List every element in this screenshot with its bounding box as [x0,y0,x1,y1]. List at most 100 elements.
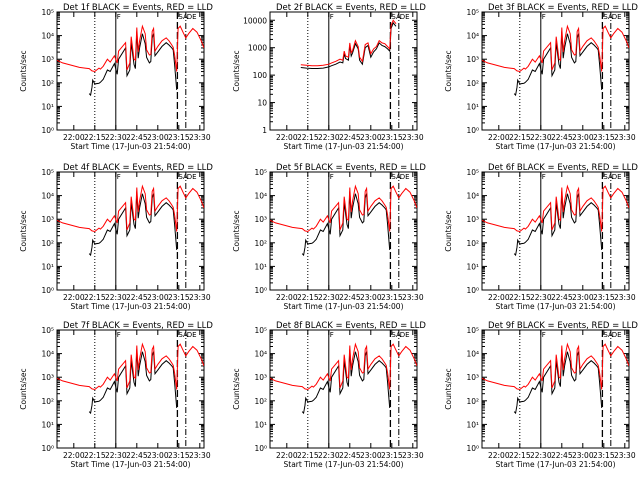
x-tick-label: 23:30 [189,451,211,460]
x-tick-label: 22:15 [297,293,319,302]
marker-label: F [542,331,546,339]
x-tick-label: 22:30 [530,133,552,142]
marker-label: F [330,331,334,339]
y-tick-label: 10⁴ [41,350,54,359]
marker-label: SA [603,13,613,21]
x-tick-label: 23:00 [360,133,382,142]
series-lld-line [57,342,204,391]
plot-frame [56,11,205,131]
y-axis-label: Counts/sec [232,368,241,409]
x-tick-label: 22:45 [126,451,148,460]
marker-label: SA [178,13,188,21]
detector-panel-2: 1 10 100 1000 10000 22:00 22:15 22:30 22:45 23:00… [232,3,426,151]
series-events-line [88,31,178,97]
panel-title: Det 7f BLACK = Events, RED = LLD [63,321,213,331]
plot-frame [269,11,418,131]
x-tick-label: 22:30 [105,293,127,302]
x-tick-label: 22:45 [551,451,573,460]
y-tick-label: 10⁴ [254,350,267,359]
plot-frame [56,171,205,291]
y-tick-label: 10² [41,79,54,88]
y-tick-label: 10⁵ [41,8,54,17]
y-tick-label: 10² [466,397,479,406]
y-tick-label: 10² [41,239,54,248]
marker-label: SA [391,13,401,21]
marker-label: SA [391,173,401,181]
y-tick-label: 10⁰ [466,444,479,453]
x-tick-label: 23:15 [593,133,615,142]
x-tick-label: 22:00 [488,133,510,142]
x-tick-label: 23:15 [168,451,190,460]
marker-label: DE [612,13,622,21]
y-axis-label: Counts/sec [444,50,453,91]
x-tick-label: 23:15 [381,293,403,302]
y-axis-label: Counts/sec [19,368,28,409]
y-tick-label: 10⁴ [466,32,479,41]
x-tick-label: 22:00 [63,133,85,142]
y-tick-label: 10⁰ [254,444,267,453]
x-axis-label: Start Time (17-Jun-03 21:54:00) [496,460,616,469]
x-tick-label: 23:15 [168,133,190,142]
y-axis-label: Counts/sec [232,210,241,251]
x-tick-label: 23:00 [147,293,169,302]
y-tick-label: 10⁴ [41,32,54,41]
x-tick-label: 22:00 [276,133,298,142]
marker-label: DE [187,13,197,21]
marker-label: DE [187,331,197,339]
y-axis-label: Counts/sec [444,210,453,251]
x-tick-label: 22:00 [488,293,510,302]
y-tick-label: 10⁴ [466,192,479,201]
x-tick-label: 22:45 [551,293,573,302]
x-tick-label: 22:30 [530,293,552,302]
y-tick-label: 10² [41,397,54,406]
x-tick-label: 23:00 [360,451,382,460]
series-lld-line [300,19,397,67]
y-axis-label: Counts/sec [444,368,453,409]
x-axis-label: Start Time (17-Jun-03 21:54:00) [284,142,404,151]
x-tick-label: 22:45 [339,451,361,460]
x-tick-label: 23:00 [572,451,594,460]
x-tick-label: 22:15 [84,451,106,460]
series-events-line [513,349,603,415]
x-tick-label: 23:00 [147,451,169,460]
y-tick-label: 10¹ [466,420,479,429]
y-tick-label: 10¹ [41,102,54,111]
marker-label: SA [603,331,613,339]
x-tick-label: 22:15 [509,133,531,142]
y-tick-label: 10¹ [41,262,54,271]
series-lld-line [482,24,629,73]
series-events-line [300,21,397,69]
panel-title: Det 1f BLACK = Events, RED = LLD [63,3,213,13]
y-tick-label: 1000 [248,44,267,53]
marker-label: F [117,173,121,181]
x-tick-label: 22:30 [105,451,127,460]
y-tick-label: 10³ [466,55,479,64]
x-axis-label: Start Time (17-Jun-03 21:54:00) [496,142,616,151]
plot-frame [481,171,630,291]
y-tick-label: 10⁰ [254,286,267,295]
x-tick-label: 22:00 [276,293,298,302]
series-events-line [88,191,178,257]
x-axis-label: Start Time (17-Jun-03 21:54:00) [71,142,191,151]
y-tick-label: 10⁰ [41,444,54,453]
y-tick-label: 10⁰ [41,126,54,135]
x-tick-label: 22:00 [63,451,85,460]
x-tick-label: 23:30 [189,133,211,142]
y-axis-label: Counts/sec [232,50,241,91]
x-axis-label: Start Time (17-Jun-03 21:54:00) [284,302,404,311]
x-tick-label: 22:30 [318,133,340,142]
x-tick-label: 23:00 [360,293,382,302]
y-axis-label: Counts/sec [19,50,28,91]
series-events-line [513,191,603,257]
x-tick-label: 23:15 [593,451,615,460]
series-lld-line [270,184,417,233]
x-tick-label: 23:30 [614,293,636,302]
y-tick-label: 10⁵ [41,168,54,177]
y-tick-label: 10³ [41,373,54,382]
x-axis-label: Start Time (17-Jun-03 21:54:00) [284,460,404,469]
